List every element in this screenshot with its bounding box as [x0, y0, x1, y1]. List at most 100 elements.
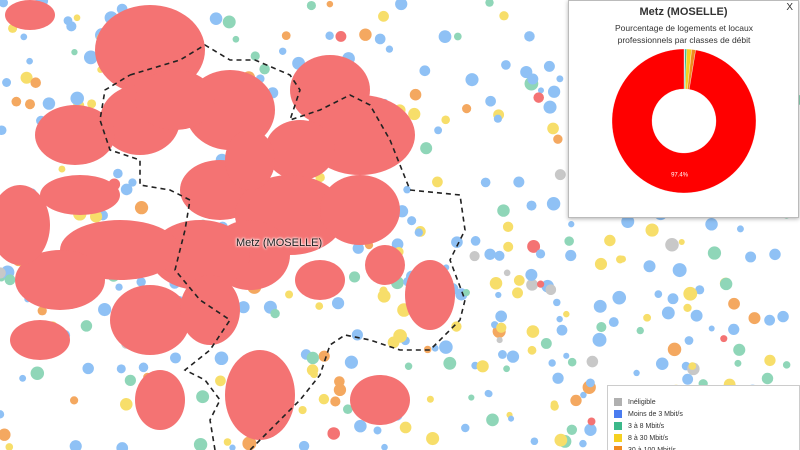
legend-swatch [614, 446, 622, 450]
map-dot [570, 394, 582, 407]
map-dot [568, 221, 575, 228]
map-dot [214, 351, 229, 366]
map-dot [556, 324, 568, 336]
map-dot [667, 293, 679, 305]
map-dot [344, 355, 358, 369]
map-dot [565, 249, 577, 262]
map-dot [315, 302, 324, 310]
map-dot [419, 65, 431, 77]
map-dot [612, 290, 627, 305]
map-dot [30, 77, 41, 88]
map-dot [470, 236, 481, 246]
map-dot [116, 364, 126, 374]
map-dot [543, 100, 557, 114]
map-dot [485, 95, 496, 107]
map-dot [719, 277, 733, 291]
map-dot [327, 427, 340, 440]
map-dot [728, 297, 740, 310]
coverage-area [405, 260, 455, 330]
map-dot [298, 405, 307, 415]
coverage-area [225, 130, 275, 190]
map-dot [359, 28, 372, 41]
legend-item: Inéligible [614, 396, 799, 408]
map-dot [414, 228, 423, 237]
map-dot [728, 323, 740, 336]
map-dot [502, 221, 514, 232]
map-dot [580, 391, 587, 399]
map-dot [2, 78, 12, 87]
map-dot [493, 114, 502, 123]
map-dot [594, 257, 608, 271]
map-dot [352, 242, 364, 254]
map-dot [494, 250, 505, 261]
map-dot [30, 366, 45, 381]
map-dot [462, 289, 470, 297]
legend-label: Moins de 3 Mbit/s [628, 410, 683, 418]
map-dot [0, 410, 5, 419]
map-dot [124, 374, 137, 387]
commune-boundary [99, 44, 466, 450]
map-dot [71, 48, 78, 56]
map-dot [540, 337, 552, 349]
map-dot [281, 31, 291, 41]
map-dot [513, 275, 525, 286]
map-dot [465, 73, 479, 87]
map-dot [462, 104, 472, 114]
coverage-area [15, 250, 105, 310]
map-dot [645, 223, 659, 237]
map-dot [20, 33, 28, 41]
map-dot [4, 274, 16, 286]
map-dot [377, 289, 391, 303]
map-dot [535, 249, 546, 259]
coverage-area [150, 220, 250, 290]
map-dot [58, 165, 66, 173]
map-dot [527, 73, 539, 85]
donut-chart: 97.4% [611, 48, 757, 194]
map-dot [5, 443, 14, 450]
donut-slice [611, 48, 757, 194]
map-dot [734, 359, 742, 367]
map-dot [547, 85, 561, 98]
map-dot [387, 336, 400, 349]
map-dot [451, 321, 462, 332]
map-dot [403, 185, 411, 194]
map-dot [530, 437, 539, 446]
map-dot [138, 362, 149, 373]
map-dot [426, 431, 440, 446]
map-dot [476, 360, 489, 373]
map-dot [499, 11, 509, 21]
map-dot [259, 63, 270, 75]
map-dot [545, 284, 557, 295]
map-dot [554, 169, 566, 181]
map-dot [229, 444, 236, 450]
map-dot [486, 413, 499, 427]
map-dot [222, 15, 236, 29]
map-dot [553, 134, 563, 144]
map-dot [237, 301, 250, 314]
map-dot [672, 263, 687, 278]
map-dot [616, 255, 625, 264]
map-dot [536, 280, 545, 288]
close-button[interactable]: X [786, 2, 793, 13]
coverage-area [135, 70, 215, 130]
map-dot [70, 396, 79, 405]
map-dot [342, 404, 353, 415]
map-dot [707, 246, 722, 260]
map-dot [20, 71, 33, 84]
map-dot [563, 310, 570, 318]
map-dot [334, 376, 345, 387]
map-dot [654, 290, 663, 298]
coverage-area [0, 185, 50, 265]
map-dot [215, 375, 226, 387]
map-dot [525, 268, 538, 281]
coverage-area [10, 320, 70, 360]
map-dot [550, 402, 559, 411]
map-dot [318, 393, 330, 405]
map-dot [636, 326, 644, 335]
map-dot [408, 107, 421, 121]
map-dot [83, 50, 98, 65]
map-dot [495, 310, 508, 323]
map-dot [270, 308, 280, 319]
map-dot [24, 99, 36, 110]
map-dot [513, 176, 525, 188]
